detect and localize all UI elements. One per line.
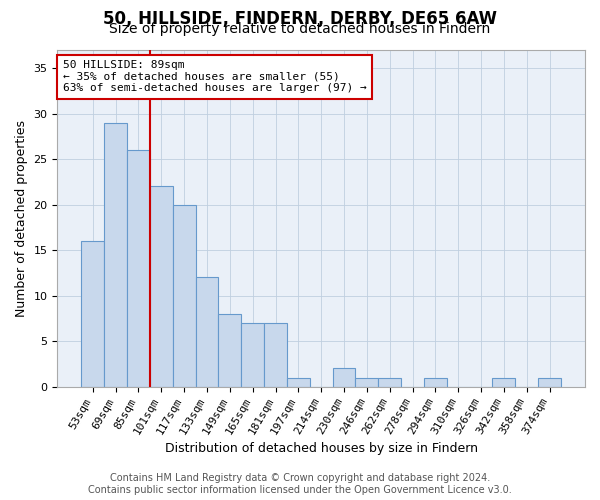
Bar: [241, 323, 264, 386]
Bar: [493, 378, 515, 386]
Bar: [127, 150, 150, 386]
Bar: [379, 378, 401, 386]
Bar: [82, 241, 104, 386]
Text: 50 HILLSIDE: 89sqm
← 35% of detached houses are smaller (55)
63% of semi-detache: 50 HILLSIDE: 89sqm ← 35% of detached hou…: [62, 60, 367, 94]
Bar: [264, 323, 287, 386]
Bar: [196, 278, 218, 386]
Bar: [332, 368, 355, 386]
Bar: [287, 378, 310, 386]
Bar: [150, 186, 173, 386]
X-axis label: Distribution of detached houses by size in Findern: Distribution of detached houses by size …: [165, 442, 478, 455]
Text: Size of property relative to detached houses in Findern: Size of property relative to detached ho…: [109, 22, 491, 36]
Text: Contains HM Land Registry data © Crown copyright and database right 2024.
Contai: Contains HM Land Registry data © Crown c…: [88, 474, 512, 495]
Bar: [355, 378, 379, 386]
Bar: [538, 378, 561, 386]
Bar: [173, 204, 196, 386]
Text: 50, HILLSIDE, FINDERN, DERBY, DE65 6AW: 50, HILLSIDE, FINDERN, DERBY, DE65 6AW: [103, 10, 497, 28]
Y-axis label: Number of detached properties: Number of detached properties: [15, 120, 28, 317]
Bar: [424, 378, 447, 386]
Bar: [104, 123, 127, 386]
Bar: [218, 314, 241, 386]
